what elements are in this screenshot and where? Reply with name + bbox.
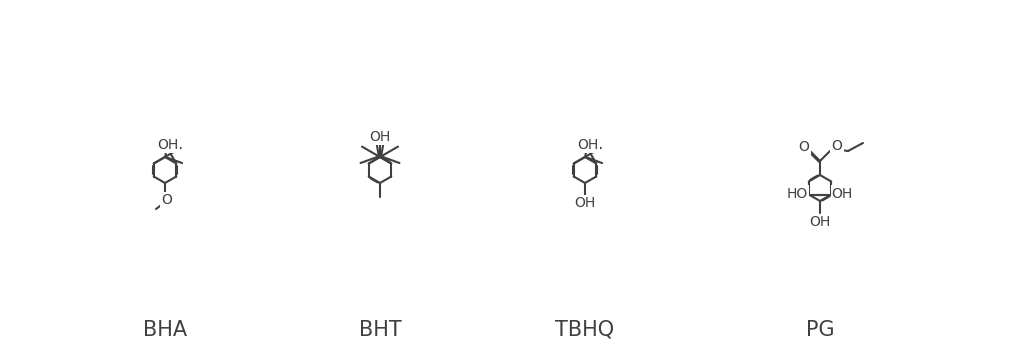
Text: O: O bbox=[162, 193, 172, 207]
Text: OH: OH bbox=[809, 215, 831, 229]
Text: BHT: BHT bbox=[358, 320, 401, 340]
Text: BHA: BHA bbox=[143, 320, 188, 340]
Text: O: O bbox=[832, 139, 842, 153]
Text: OH: OH bbox=[832, 186, 853, 201]
Text: PG: PG bbox=[806, 320, 834, 340]
Text: O: O bbox=[799, 140, 809, 154]
Text: OH: OH bbox=[370, 130, 391, 144]
Text: OH: OH bbox=[578, 138, 599, 152]
Text: OH: OH bbox=[157, 138, 179, 152]
Text: TBHQ: TBHQ bbox=[555, 320, 614, 340]
Text: HO: HO bbox=[787, 186, 808, 201]
Text: OH: OH bbox=[574, 196, 596, 210]
